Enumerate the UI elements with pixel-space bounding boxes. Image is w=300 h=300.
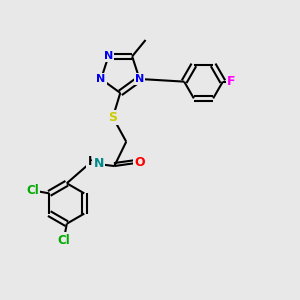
Text: N: N [96, 74, 106, 84]
Text: S: S [108, 111, 117, 124]
Text: Cl: Cl [27, 184, 39, 197]
Text: F: F [227, 75, 236, 88]
Text: N: N [104, 51, 113, 62]
Text: Cl: Cl [57, 234, 70, 247]
Text: N: N [135, 74, 144, 84]
Text: N: N [94, 157, 104, 170]
Text: H: H [87, 155, 97, 168]
Text: O: O [134, 156, 145, 169]
